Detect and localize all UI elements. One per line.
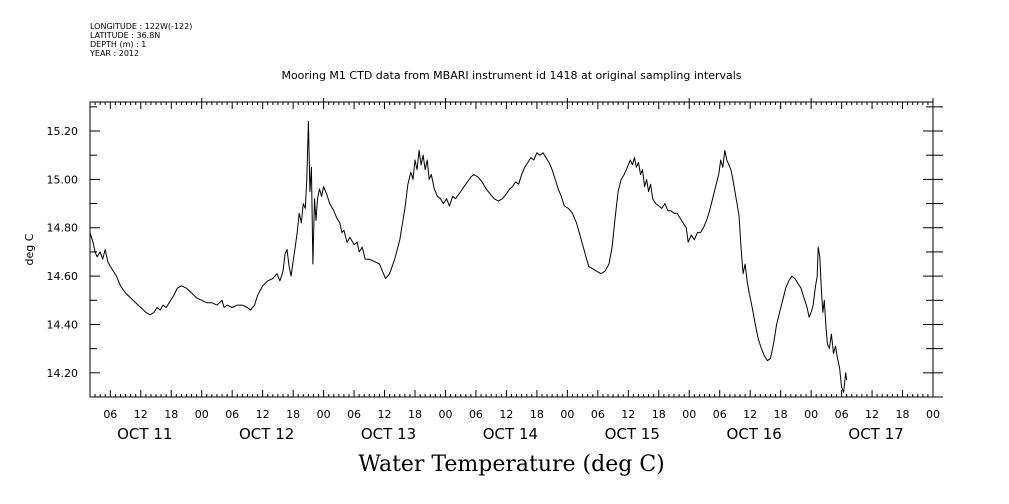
- y-tick-label: 15.20: [47, 125, 79, 138]
- chart-title: Mooring M1 CTD data from MBARI instrumen…: [281, 69, 742, 82]
- x-hour-tick-label: 00: [560, 408, 574, 421]
- x-hour-tick-label: 06: [469, 408, 483, 421]
- x-hour-tick-label: 18: [652, 408, 666, 421]
- depth-label: DEPTH (m) : 1: [90, 40, 147, 49]
- y-tick-label: 14.40: [47, 318, 79, 331]
- x-hour-tick-label: 12: [743, 408, 757, 421]
- year-label: YEAR : 2012: [90, 49, 140, 58]
- x-hour-tick-label: 06: [591, 408, 605, 421]
- x-day-label: OCT 13: [361, 425, 416, 443]
- x-hour-tick-label: 12: [499, 408, 513, 421]
- x-hour-tick-label: 12: [378, 408, 392, 421]
- longitude-label: LONGITUDE : 122W(-122): [90, 22, 193, 31]
- temperature-series-line: [89, 120, 848, 393]
- chart-axes: 06 12 18 00 06 12 18 00 06 12 18 00 06 12 18 00 06 12 18 00…: [23, 98, 943, 443]
- x-day-label: OCT 12: [239, 425, 294, 443]
- x-hour-tick-label: 18: [896, 408, 910, 421]
- plot-area: [89, 120, 848, 393]
- x-hour-tick-label: 00: [317, 408, 331, 421]
- x-hour-tick-label: 00: [195, 408, 209, 421]
- y-tick-label: 14.20: [47, 367, 79, 380]
- metadata-block: LONGITUDE : 122W(-122) LATITUDE : 36.8N …: [90, 22, 192, 58]
- x-day-label: OCT 17: [848, 425, 903, 443]
- x-hour-tick-label: 06: [347, 408, 361, 421]
- x-day-label: OCT 16: [727, 425, 782, 443]
- x-hour-tick-label: 18: [408, 408, 422, 421]
- x-hour-tick-label: 06: [713, 408, 727, 421]
- plot-frame: [89, 101, 934, 398]
- x-hour-tick-label: 18: [164, 408, 178, 421]
- chart-bottom-title: Water Temperature (deg C): [358, 452, 665, 477]
- x-hour-tick-label: 12: [256, 408, 270, 421]
- x-hour-tick-label: 00: [438, 408, 452, 421]
- y-axis-label: deg C: [23, 233, 36, 265]
- x-hour-tick-label: 18: [286, 408, 300, 421]
- x-hour-tick-label: 12: [865, 408, 879, 421]
- temperature-chart: 06 12 18 00 06 12 18 00 06 12 18 00 06 12 18 00 06 12 18 00…: [23, 98, 943, 443]
- x-day-label: OCT 14: [483, 425, 538, 443]
- x-hour-tick-label: 06: [835, 408, 849, 421]
- y-tick-label: 14.80: [47, 222, 79, 235]
- x-hour-tick-label: 12: [621, 408, 635, 421]
- x-day-label: OCT 15: [605, 425, 660, 443]
- x-hour-tick-label: 00: [926, 408, 940, 421]
- latitude-label: LATITUDE : 36.8N: [90, 31, 161, 40]
- y-tick-label: 15.00: [47, 173, 79, 186]
- x-hour-tick-label: 18: [530, 408, 544, 421]
- x-hour-tick-label: 00: [804, 408, 818, 421]
- x-hour-tick-label: 00: [682, 408, 696, 421]
- x-hour-tick-label: 06: [103, 408, 117, 421]
- x-hour-tick-label: 06: [225, 408, 239, 421]
- x-day-label: OCT 11: [117, 425, 172, 443]
- x-hour-tick-label: 12: [134, 408, 148, 421]
- x-hour-tick-label: 18: [774, 408, 788, 421]
- y-tick-label: 14.60: [47, 270, 79, 283]
